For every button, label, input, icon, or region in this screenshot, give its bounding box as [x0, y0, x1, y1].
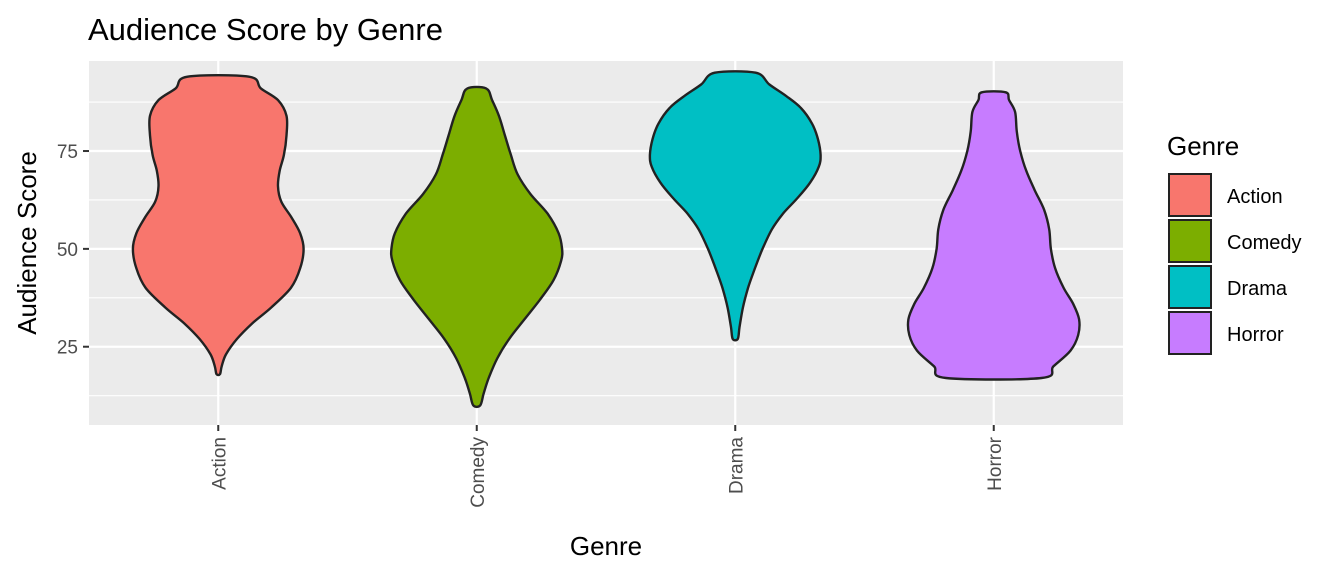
legend-title: Genre [1167, 131, 1239, 161]
legend-key-drama [1168, 265, 1212, 309]
legend-label-comedy: Comedy [1227, 232, 1301, 254]
x-tick-label-action: Action [209, 437, 230, 490]
legend-label-drama: Drama [1227, 278, 1288, 300]
legend-key-comedy [1168, 219, 1212, 263]
legend-key-horror [1168, 311, 1212, 355]
y-axis-title: Audience Score [12, 151, 42, 335]
y-tick-label: 25 [57, 338, 78, 359]
violin-action [131, 74, 305, 377]
violin-drama [648, 70, 822, 342]
violin-horror [906, 90, 1081, 381]
y-tick-label: 50 [57, 240, 78, 261]
x-tick-label-comedy: Comedy [468, 437, 489, 508]
x-tick-label-drama: Drama [726, 437, 747, 494]
legend-key-action [1168, 173, 1212, 217]
y-tick-label: 75 [57, 142, 78, 163]
legend: Genre Action Comedy Drama Horror [1167, 131, 1301, 355]
legend-label-action: Action [1227, 186, 1283, 208]
x-axis: Action Comedy Drama Horror [209, 425, 1006, 508]
legend-label-horror: Horror [1227, 324, 1284, 346]
x-tick-label-horror: Horror [985, 436, 1006, 491]
violins [131, 70, 1081, 409]
chart-title: Audience Score by Genre [88, 12, 443, 47]
y-axis: 25 50 75 [57, 142, 89, 359]
violin-comedy [389, 85, 564, 409]
x-axis-title: Genre [570, 531, 642, 561]
